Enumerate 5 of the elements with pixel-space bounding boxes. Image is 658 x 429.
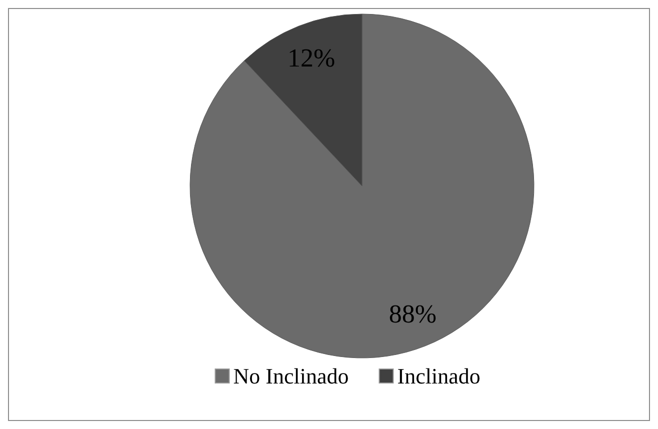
legend-label: Inclinado	[397, 364, 480, 388]
legend-label: No Inclinado	[233, 364, 349, 388]
pie-slice	[190, 14, 534, 358]
data-label: 88%	[388, 299, 436, 328]
data-label: 12%	[288, 44, 336, 73]
